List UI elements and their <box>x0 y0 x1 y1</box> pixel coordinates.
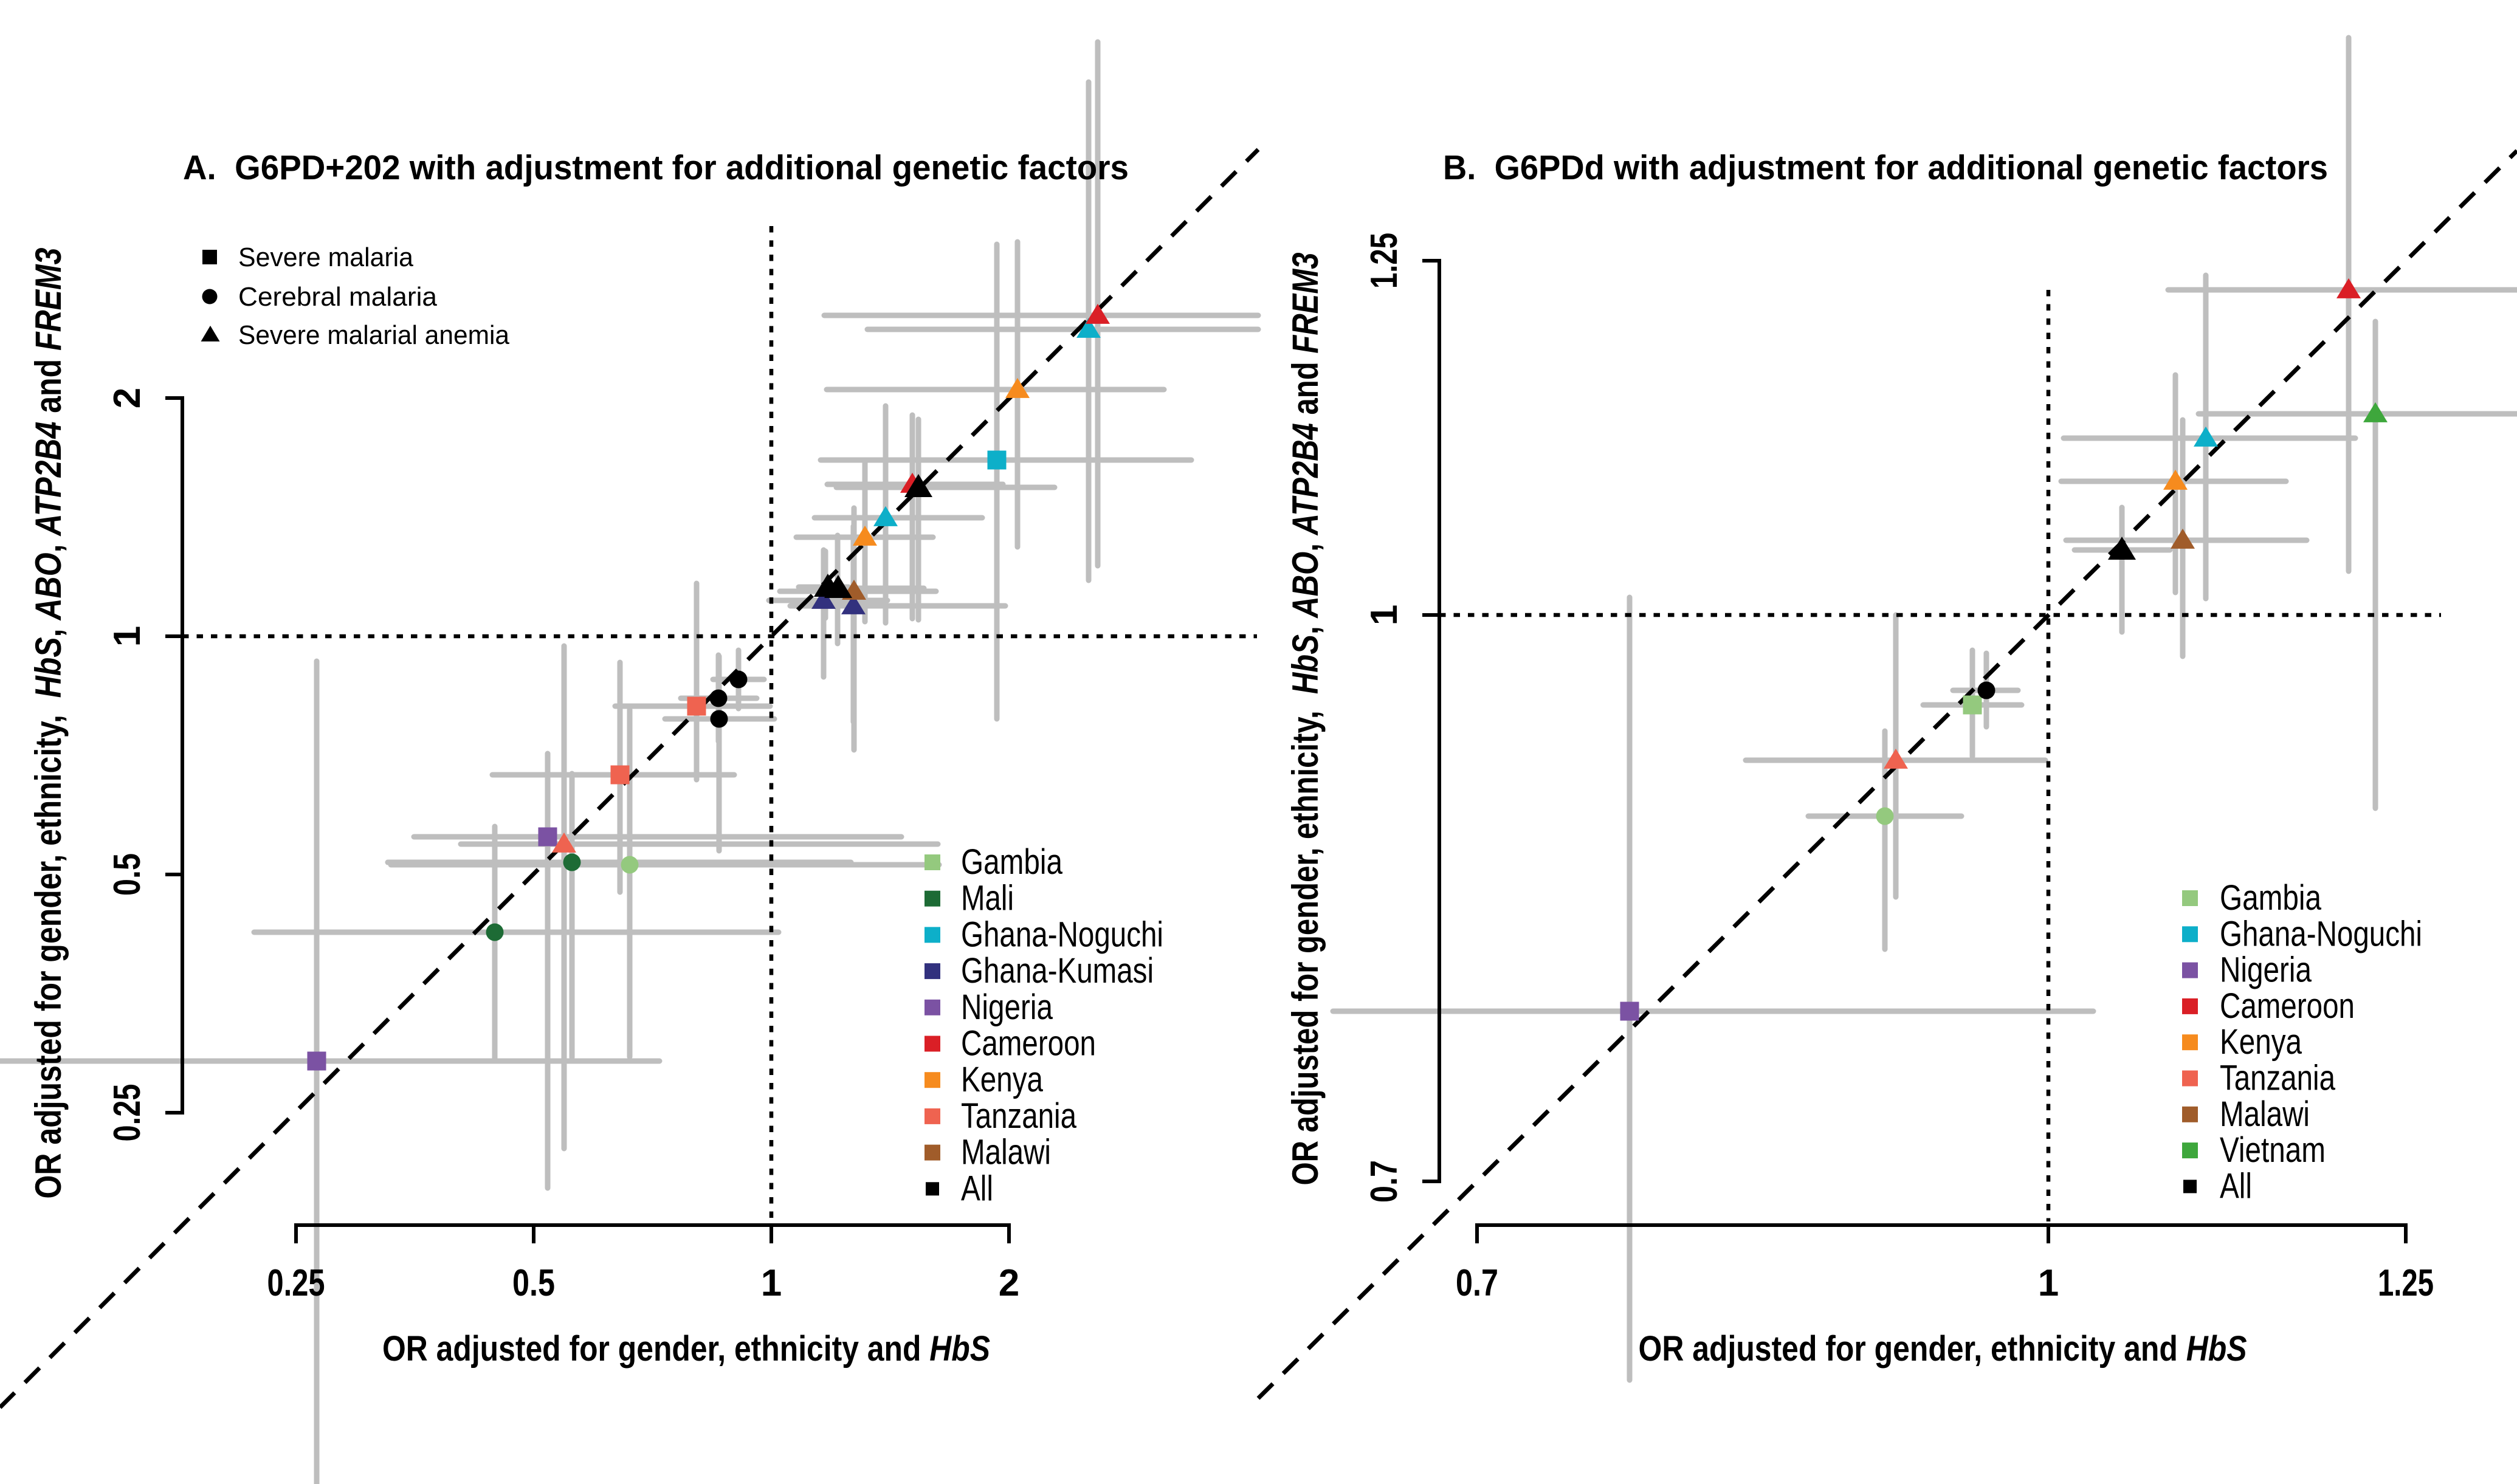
svg-text:B. G6PDd with adjustment for: B. G6PDd with adjustment for additional … <box>1443 148 2328 187</box>
svg-text:Tanzania: Tanzania <box>961 1096 1077 1136</box>
svg-text:1: 1 <box>106 626 148 647</box>
svg-text:All: All <box>2220 1166 2252 1206</box>
svg-text:Cameroon: Cameroon <box>961 1024 1096 1063</box>
svg-text:Mali: Mali <box>961 879 1014 918</box>
svg-text:OR adjusted for gender, ethnic: OR adjusted for gender, ethnicity, HbS, … <box>1285 253 1326 1186</box>
svg-text:1: 1 <box>1363 605 1405 625</box>
svg-text:1.25: 1.25 <box>2378 1262 2434 1304</box>
svg-text:Cerebral malaria: Cerebral malaria <box>238 282 438 312</box>
svg-text:Malawi: Malawi <box>961 1133 1051 1172</box>
svg-text:2: 2 <box>999 1262 1019 1304</box>
svg-text:OR adjusted for gender, ethnic: OR adjusted for gender, ethnicity and Hb… <box>1639 1329 2247 1369</box>
svg-text:OR adjusted for gender, ethnic: OR adjusted for gender, ethnicity, HbS, … <box>28 248 69 1199</box>
svg-text:Kenya: Kenya <box>2220 1022 2302 1062</box>
svg-text:Gambia: Gambia <box>2220 878 2322 918</box>
svg-text:1: 1 <box>2038 1262 2059 1304</box>
svg-text:Kenya: Kenya <box>961 1060 1044 1099</box>
svg-text:1.25: 1.25 <box>1363 233 1405 289</box>
svg-text:2: 2 <box>106 388 148 408</box>
svg-text:Ghana-Kumasi: Ghana-Kumasi <box>961 951 1154 991</box>
svg-text:Cameroon: Cameroon <box>2220 986 2355 1026</box>
svg-text:All: All <box>961 1169 993 1208</box>
svg-text:0.25: 0.25 <box>106 1084 148 1142</box>
svg-text:Tanzania: Tanzania <box>2220 1059 2336 1098</box>
svg-text:0.25: 0.25 <box>267 1262 325 1304</box>
svg-text:Gambia: Gambia <box>961 842 1063 882</box>
svg-text:Nigeria: Nigeria <box>961 988 1053 1027</box>
svg-text:Malawi: Malawi <box>2220 1094 2310 1134</box>
svg-text:Ghana-Noguchi: Ghana-Noguchi <box>2220 914 2422 953</box>
svg-text:1: 1 <box>761 1262 782 1304</box>
svg-text:0.5: 0.5 <box>106 853 148 896</box>
svg-text:0.7: 0.7 <box>1456 1262 1498 1304</box>
svg-text:Nigeria: Nigeria <box>2220 950 2312 990</box>
svg-text:0.7: 0.7 <box>1363 1160 1405 1203</box>
svg-text:0.5: 0.5 <box>512 1262 555 1304</box>
svg-text:A. G6PD+202 with adjustment f: A. G6PD+202 with adjustment for addition… <box>183 148 1129 187</box>
svg-text:Severe malaria: Severe malaria <box>238 242 414 272</box>
svg-text:Ghana-Noguchi: Ghana-Noguchi <box>961 915 1163 954</box>
svg-text:OR adjusted for gender, ethnic: OR adjusted for gender, ethnicity and Hb… <box>382 1329 990 1369</box>
svg-text:Severe malarial anemia: Severe malarial anemia <box>238 320 510 350</box>
svg-text:Vietnam: Vietnam <box>2220 1130 2326 1170</box>
